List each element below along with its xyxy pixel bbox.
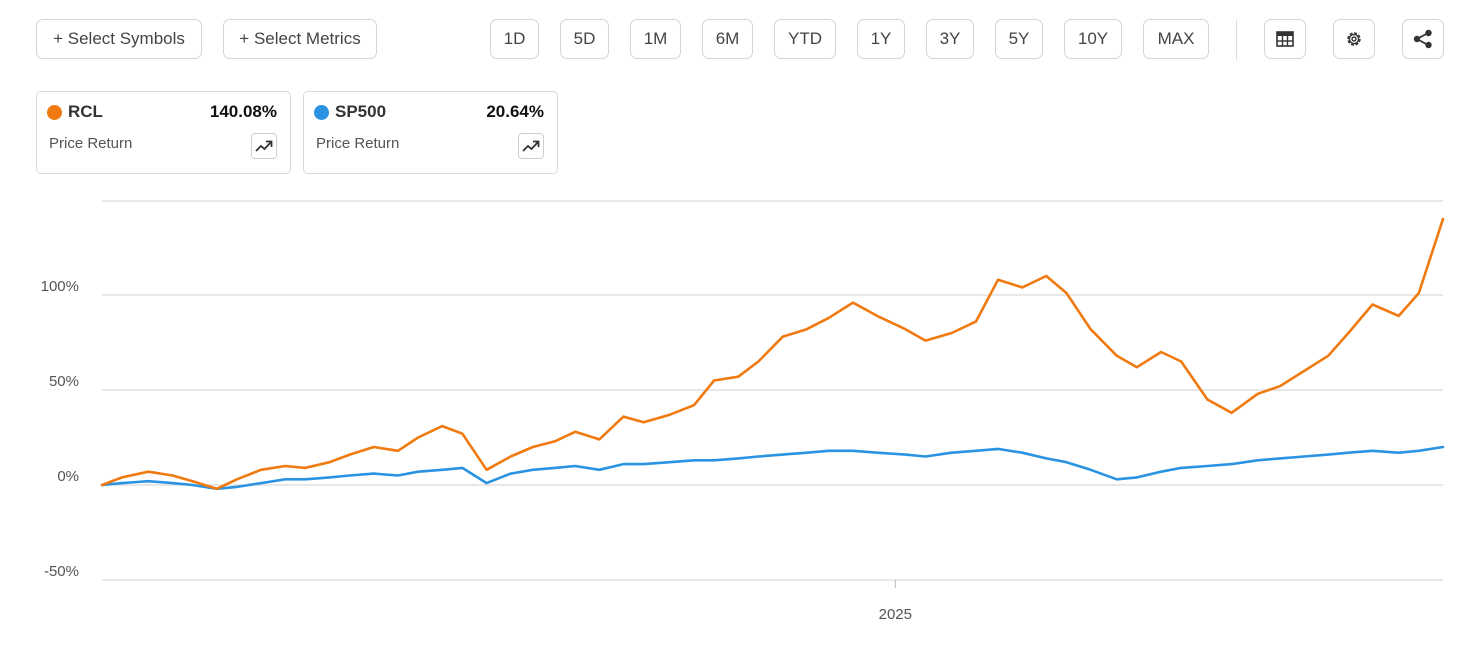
trend-up-icon <box>522 140 540 152</box>
legend-symbol: RCL <box>68 102 103 121</box>
trend-chart-button[interactable] <box>251 133 277 159</box>
y-tick-label: 100% <box>41 278 79 295</box>
select-symbols-button[interactable]: + Select Symbols <box>36 19 202 59</box>
range-5d-button[interactable]: 5D <box>560 19 609 59</box>
range-ytd-button[interactable]: YTD <box>774 19 836 59</box>
share-icon <box>1413 29 1432 49</box>
range-3y-button[interactable]: 3Y <box>926 19 974 59</box>
toolbar-divider <box>1236 20 1237 60</box>
range-max-button[interactable]: MAX <box>1143 19 1209 59</box>
legend-return-value: 20.64% <box>486 102 544 121</box>
trend-chart-button[interactable] <box>518 133 544 159</box>
legend-card-sp500[interactable]: SP500 20.64% Price Return <box>303 91 558 174</box>
range-1d-button[interactable]: 1D <box>490 19 539 59</box>
x-tick-label: 2025 <box>879 606 912 623</box>
series-color-dot <box>314 105 329 120</box>
series-line-rcl <box>100 217 1445 491</box>
range-1y-button[interactable]: 1Y <box>857 19 905 59</box>
legend-card-rcl[interactable]: RCL 140.08% Price Return <box>36 91 291 174</box>
range-6m-button[interactable]: 6M <box>702 19 753 59</box>
range-10y-button[interactable]: 10Y <box>1064 19 1122 59</box>
series-line-sp500 <box>100 445 1445 491</box>
y-tick-label: -50% <box>44 563 79 580</box>
range-1m-button[interactable]: 1M <box>630 19 681 59</box>
legend-metric-label: Price Return <box>316 135 400 152</box>
share-button[interactable] <box>1402 19 1444 59</box>
legend-return-value: 140.08% <box>209 102 277 121</box>
y-tick-label: 50% <box>49 373 79 390</box>
trend-up-icon <box>255 140 273 152</box>
select-metrics-button[interactable]: + Select Metrics <box>223 19 377 59</box>
range-5y-button[interactable]: 5Y <box>995 19 1043 59</box>
table-view-button[interactable] <box>1264 19 1306 59</box>
legend-symbol: SP500 <box>335 102 387 121</box>
table-icon <box>1276 31 1294 47</box>
legend-metric-label: Price Return <box>49 135 133 152</box>
settings-button[interactable] <box>1333 19 1375 59</box>
series-color-dot <box>47 105 62 120</box>
y-tick-label: 0% <box>57 468 79 485</box>
gear-icon <box>1347 32 1361 46</box>
